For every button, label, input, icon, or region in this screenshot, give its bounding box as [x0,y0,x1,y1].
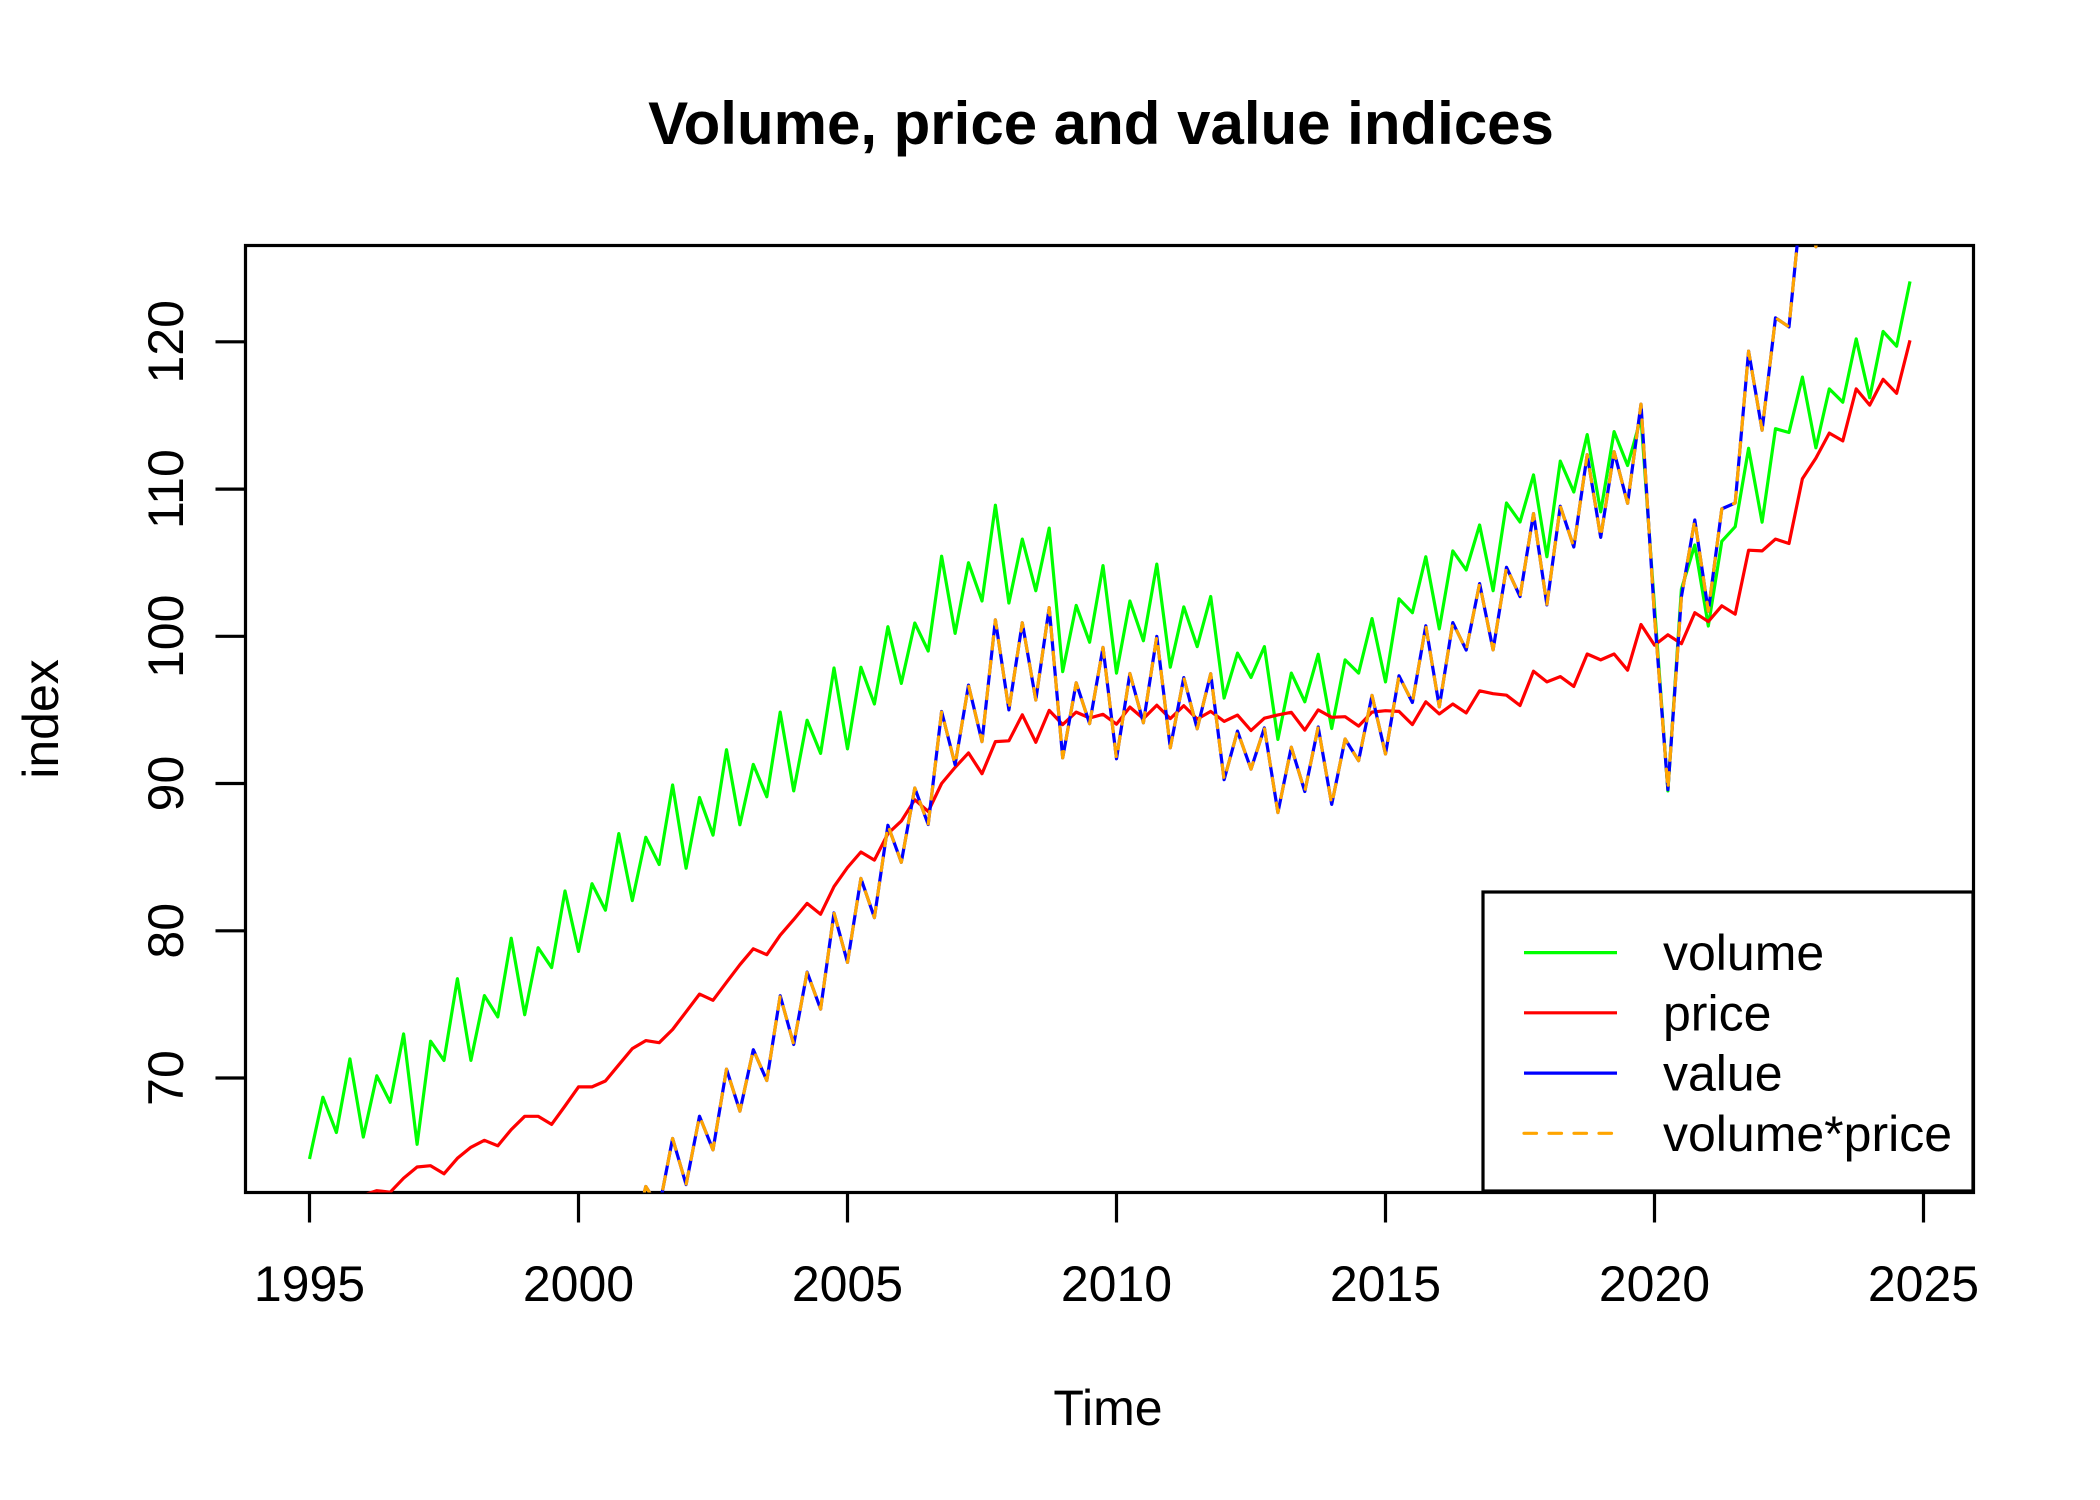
svg-text:Time: Time [1053,1380,1162,1436]
svg-text:2000: 2000 [523,1256,634,1312]
svg-text:2025: 2025 [1868,1256,1979,1312]
svg-text:price: price [1663,985,1771,1041]
svg-text:70: 70 [138,1050,194,1106]
svg-text:value: value [1663,1046,1783,1102]
svg-text:90: 90 [138,756,194,812]
svg-text:Volume, price and value indice: Volume, price and value indices [648,90,1554,157]
svg-text:2005: 2005 [792,1256,903,1312]
svg-text:2010: 2010 [1061,1256,1172,1312]
svg-text:index: index [13,659,69,779]
svg-text:2015: 2015 [1330,1256,1441,1312]
svg-text:80: 80 [138,903,194,959]
svg-text:volume*price: volume*price [1663,1106,1952,1162]
svg-text:120: 120 [138,300,194,383]
svg-text:100: 100 [138,595,194,678]
svg-text:1995: 1995 [254,1256,365,1312]
svg-text:2020: 2020 [1599,1256,1710,1312]
svg-text:110: 110 [138,449,194,529]
svg-text:volume: volume [1663,925,1824,981]
